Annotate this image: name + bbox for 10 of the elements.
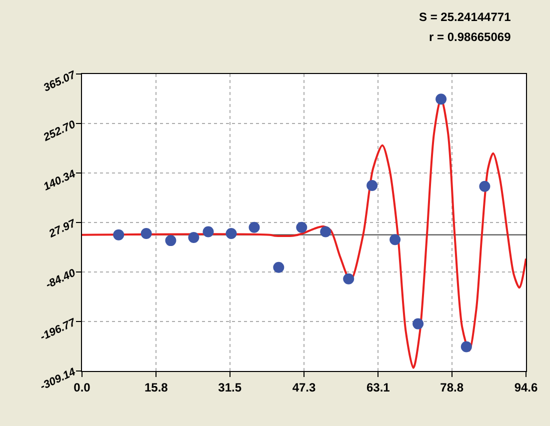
x-tick-label: 47.3	[292, 380, 316, 394]
text: r = 0.98665069	[429, 30, 512, 44]
x-tick-label: 31.5	[218, 380, 242, 394]
x-tick-label: 63.1	[366, 380, 390, 394]
x-tick-label: 94.6	[514, 380, 538, 394]
x-tick-label: 15.8	[144, 380, 168, 394]
x-tick-label: 78.8	[440, 380, 464, 394]
y-tick-label: -84.40	[44, 266, 78, 292]
text: S = 25.24144771	[419, 10, 512, 24]
x-tick-label: 0.0	[74, 380, 91, 394]
